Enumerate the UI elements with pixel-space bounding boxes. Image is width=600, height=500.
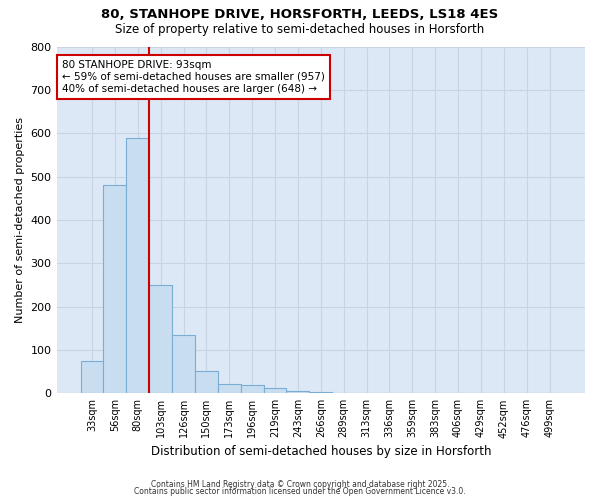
Y-axis label: Number of semi-detached properties: Number of semi-detached properties <box>15 117 25 323</box>
Text: Size of property relative to semi-detached houses in Horsforth: Size of property relative to semi-detach… <box>115 22 485 36</box>
Bar <box>172 335 195 394</box>
Bar <box>127 138 149 394</box>
Text: Contains public sector information licensed under the Open Government Licence v3: Contains public sector information licen… <box>134 487 466 496</box>
X-axis label: Distribution of semi-detached houses by size in Horsforth: Distribution of semi-detached houses by … <box>151 444 491 458</box>
Bar <box>263 388 286 394</box>
Bar <box>310 392 332 394</box>
Bar <box>103 185 127 394</box>
Bar <box>149 285 172 394</box>
Text: 80, STANHOPE DRIVE, HORSFORTH, LEEDS, LS18 4ES: 80, STANHOPE DRIVE, HORSFORTH, LEEDS, LS… <box>101 8 499 20</box>
Text: 80 STANHOPE DRIVE: 93sqm
← 59% of semi-detached houses are smaller (957)
40% of : 80 STANHOPE DRIVE: 93sqm ← 59% of semi-d… <box>62 60 325 94</box>
Text: Contains HM Land Registry data © Crown copyright and database right 2025.: Contains HM Land Registry data © Crown c… <box>151 480 449 489</box>
Bar <box>241 384 263 394</box>
Bar <box>80 361 103 394</box>
Bar <box>286 391 310 394</box>
Bar <box>195 371 218 394</box>
Bar <box>218 384 241 394</box>
